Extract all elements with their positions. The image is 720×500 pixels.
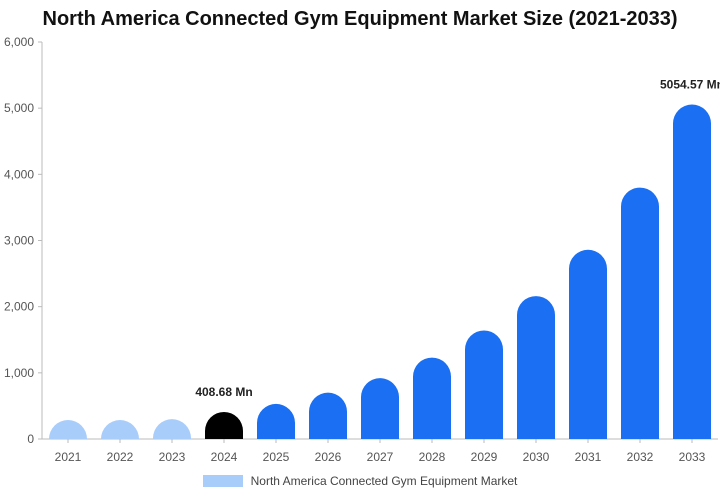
bar-2028 (413, 357, 451, 439)
bar-2024 (205, 411, 243, 439)
y-tick-label: 3,000 (4, 234, 34, 248)
chart-title: North America Connected Gym Equipment Ma… (42, 8, 678, 30)
y-axis-ticks: 0 1,000 2,000 3,000 4,000 5,000 6,000 (4, 35, 42, 446)
bar-2032 (621, 187, 659, 439)
bar-2023 (153, 419, 191, 439)
bars-group (49, 104, 711, 439)
bar-2025 (257, 403, 295, 439)
x-tick-label-2029: 2029 (471, 450, 498, 464)
bar-2030 (517, 296, 555, 439)
x-tick-label-2022: 2022 (107, 450, 134, 464)
bar-2033 (673, 104, 711, 439)
data-label-2024: 408.68 Mn (195, 385, 252, 399)
bar-2022 (101, 420, 139, 439)
x-tick-label-2030: 2030 (523, 450, 550, 464)
x-tick-label-2025: 2025 (263, 450, 290, 464)
data-labels-group: 408.68 Mn 5054.57 Mn (195, 78, 720, 399)
data-label-2033: 5054.57 Mn (660, 78, 720, 92)
bar-2021 (49, 420, 87, 439)
bar-2027 (361, 378, 399, 439)
x-axis-ticks: 2021 2022 2023 2024 2025 2026 2027 2028 2029 2030… (55, 439, 706, 464)
bar-chart: 0 1,000 2,000 3,000 4,000 5,000 6,000 2021 2022… (4, 35, 720, 464)
x-tick-label-2026: 2026 (315, 450, 342, 464)
x-tick-label-2032: 2032 (627, 450, 654, 464)
legend-label: North America Connected Gym Equipment Ma… (250, 474, 518, 488)
x-tick-label-2021: 2021 (55, 450, 82, 464)
x-tick-label-2023: 2023 (159, 450, 186, 464)
y-tick-label: 2,000 (4, 300, 34, 314)
y-tick-label: 6,000 (4, 35, 34, 49)
bar-2029 (465, 330, 503, 439)
x-tick-label-2033: 2033 (679, 450, 706, 464)
y-tick-label: 5,000 (4, 101, 34, 115)
y-tick-label: 0 (27, 432, 34, 446)
bar-2026 (309, 392, 347, 439)
y-tick-label: 4,000 (4, 167, 34, 181)
legend-swatch (202, 475, 243, 487)
legend: North America Connected Gym Equipment Ma… (0, 474, 720, 488)
x-tick-label-2024: 2024 (211, 450, 238, 464)
x-tick-label-2027: 2027 (367, 450, 394, 464)
x-tick-label-2031: 2031 (575, 450, 602, 464)
bar-2031 (569, 249, 607, 439)
x-tick-label-2028: 2028 (419, 450, 446, 464)
y-tick-label: 1,000 (4, 366, 34, 380)
